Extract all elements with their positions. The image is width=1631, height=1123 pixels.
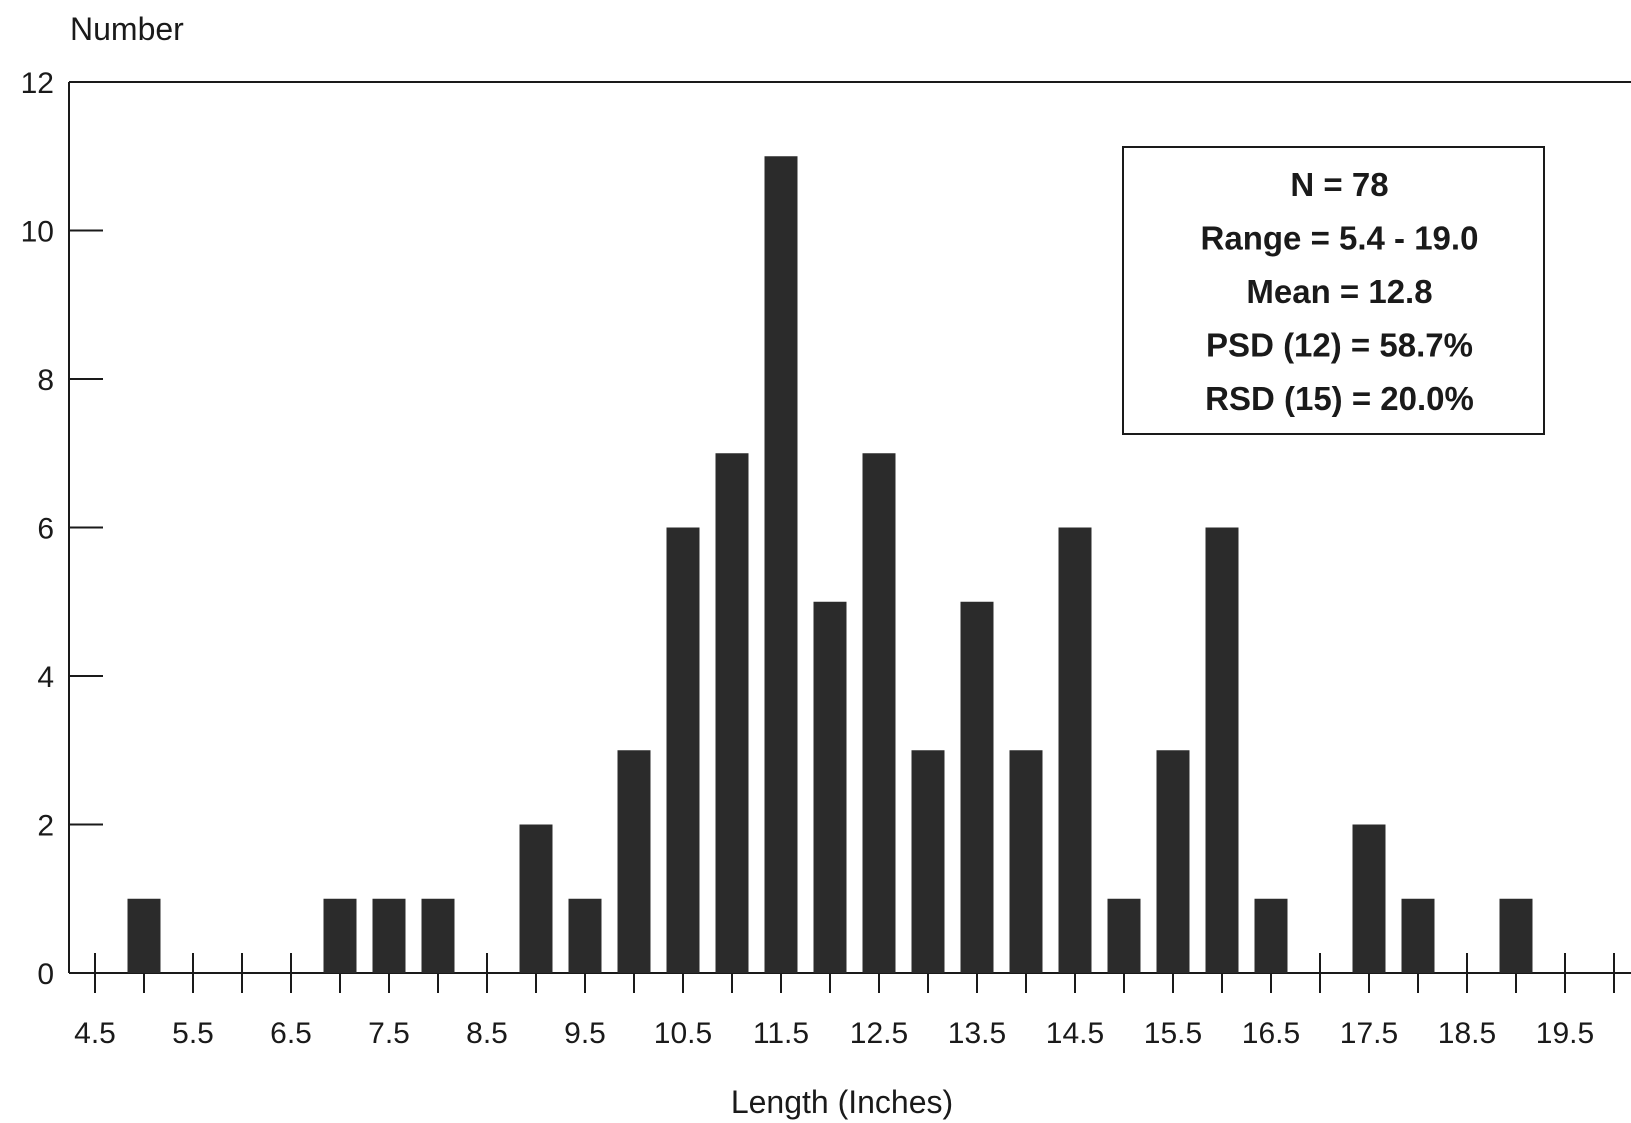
bar [372,898,406,973]
bar [1156,750,1190,973]
stats-line: N = 78 [1290,166,1388,203]
bar [715,453,749,973]
x-tick-label: 10.5 [654,1017,712,1050]
x-axis: 4.5 5.5 6.5 7.5 8.5 9.5 10.5 11.5 12.5 13.5 14.5 15… [69,953,1631,1050]
bars [127,156,1533,973]
bar [1058,527,1092,973]
bar [617,750,651,973]
stats-box: N = 78 Range = 5.4 - 19.0 Mean = 12.8 PSD (… [1122,146,1545,435]
x-tick-label: 8.5 [466,1017,508,1050]
bar [862,453,896,973]
bar [1009,750,1043,973]
x-tick-label: 19.5 [1536,1017,1594,1050]
bar [911,750,945,973]
x-tick-label: 12.5 [850,1017,908,1050]
bar [568,898,602,973]
bar [960,601,994,973]
bar [1499,898,1533,973]
x-tick-label: 14.5 [1046,1017,1104,1050]
bar [1401,898,1435,973]
y-tick-label: 10 [21,216,54,249]
stats-line: Mean = 12.8 [1246,273,1432,310]
y-tick-label: 8 [37,364,54,397]
bar [1352,824,1386,973]
bar [323,898,357,973]
bar [1107,898,1141,973]
bar [1205,527,1239,973]
x-tick-label: 6.5 [270,1017,312,1050]
y-tick-label: 6 [37,513,54,546]
bar [421,898,455,973]
x-tick-label: 5.5 [172,1017,214,1050]
bar [519,824,553,973]
x-tick-label: 16.5 [1242,1017,1300,1050]
x-tick-label: 15.5 [1144,1017,1202,1050]
x-axis-title: Length (Inches) [731,1084,953,1120]
stats-line: Range = 5.4 - 19.0 [1201,220,1479,257]
stats-line: PSD (12) = 58.7% [1206,327,1473,364]
stats-box-frame [1122,146,1545,435]
y-axis: 0 2 4 6 8 10 12 [21,67,103,991]
y-tick-label: 12 [21,67,54,100]
stats-line: RSD (15) = 20.0% [1205,380,1474,417]
y-tick-label: 0 [37,958,54,991]
x-tick-label: 18.5 [1438,1017,1496,1050]
bar [813,601,847,973]
x-tick-label: 17.5 [1340,1017,1398,1050]
y-axis-title: Number [70,11,184,47]
x-tick-label: 9.5 [564,1017,606,1050]
x-tick-label: 4.5 [74,1017,116,1050]
bar [1254,898,1288,973]
x-tick-label: 7.5 [368,1017,410,1050]
x-tick-label: 11.5 [753,1017,809,1050]
x-tick-label: 13.5 [948,1017,1006,1050]
bar [666,527,700,973]
bar [127,898,161,973]
bar [764,156,798,973]
y-tick-label: 4 [37,661,54,694]
y-tick-label: 2 [37,810,54,843]
